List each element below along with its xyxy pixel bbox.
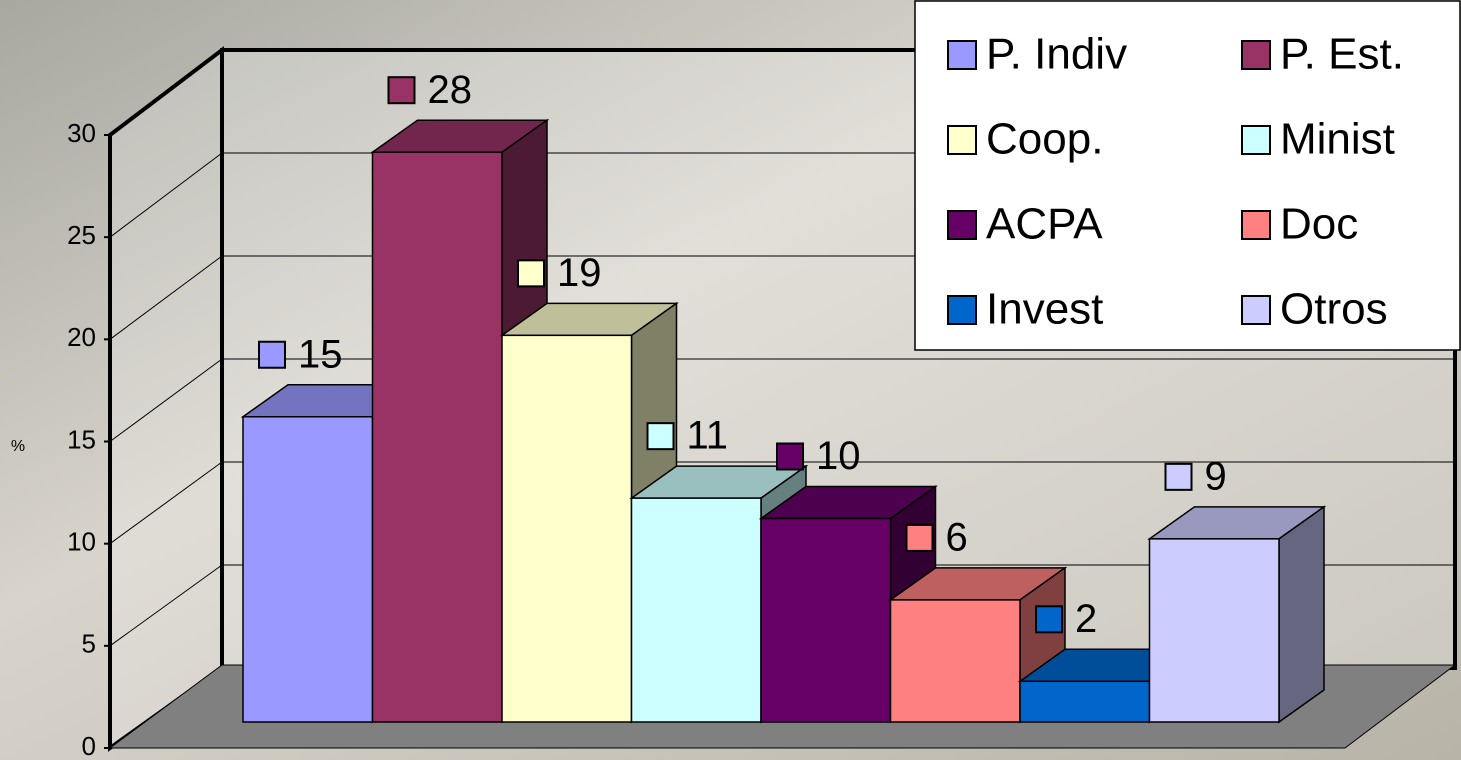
grid-line [109,152,223,238]
data-label: 9 [1205,454,1227,498]
grid-line [109,255,223,340]
y-tick-label: 15 [67,424,96,454]
bar [760,517,892,723]
data-label-key [646,422,675,451]
legend-label: Coop. [986,115,1103,164]
grid-line [109,49,223,136]
y-axis-label: % [11,438,25,455]
grid-line [109,564,223,647]
y-tick-label: 30 [67,118,96,148]
y-tick-label: 20 [67,322,96,352]
data-label: 19 [557,251,602,295]
data-label-key [258,340,286,369]
data-label: 15 [298,332,343,376]
bar-side [1278,505,1325,724]
bar [1148,538,1280,723]
legend-label: Doc [1280,200,1358,249]
legend-label: P. Est. [1280,30,1404,79]
bar [1019,680,1151,723]
data-label-key [1164,462,1193,491]
legend-key [1241,40,1271,70]
legend-key [1241,210,1271,240]
side-wall [108,45,224,752]
legend-key [947,125,977,155]
data-label: 11 [687,414,729,458]
legend-label: Invest [986,285,1103,334]
data-label: 28 [428,68,473,112]
legend-key [1241,125,1271,155]
legend-label: Minist [1280,115,1395,164]
legend-key [947,40,977,70]
data-label-key [776,442,804,471]
data-label: 6 [946,515,968,559]
legend-box [914,0,1461,351]
grid-line [109,461,223,545]
grid-line [109,358,223,442]
data-label-key [905,523,934,552]
y-tick-label: 10 [67,527,96,557]
bar [889,599,1021,723]
legend-key [947,295,977,325]
bar [501,334,633,723]
legend-key [947,210,977,240]
legend-key [1241,295,1271,325]
data-label-key [1035,605,1063,634]
data-label-key [517,259,545,288]
legend-label: Otros [1280,285,1388,334]
y-tick-label: 0 [82,731,96,760]
data-label: 10 [816,434,861,478]
y-tick-label: 5 [82,629,96,659]
bar [371,151,503,723]
legend-label: P. Indiv [986,30,1127,79]
legend-label: ACPA [986,200,1103,249]
y-tick-label: 25 [67,220,96,250]
data-label-key [387,76,416,105]
bar [630,497,762,723]
data-label: 2 [1075,597,1097,641]
bar [242,416,374,723]
